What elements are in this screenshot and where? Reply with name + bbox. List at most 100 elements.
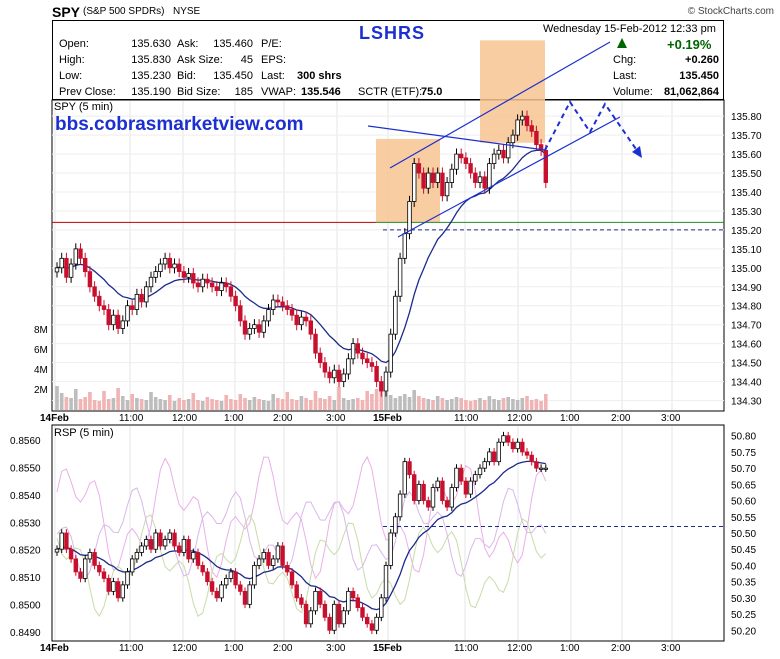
p1-candle [148, 276, 154, 288]
p1-candle [529, 125, 534, 132]
volume-bar [440, 398, 445, 410]
volume-bar [304, 398, 308, 410]
volume-bar [525, 396, 529, 410]
p2-x-tick-label: 1:00 [560, 643, 580, 654]
volume-bar [97, 401, 102, 410]
p2-x-tick-label: 2:00 [611, 643, 631, 654]
p1-candle [332, 369, 337, 379]
p2-x-tick-label: 2:00 [273, 643, 293, 654]
last-value: 135.450 [679, 70, 719, 82]
p2-candle [510, 441, 516, 450]
volume-bar [346, 400, 351, 410]
price-tick-label: 135.60 [731, 150, 762, 161]
volume-bar [186, 399, 191, 410]
p2-candle [101, 571, 107, 579]
spy-trendlines [367, 41, 642, 238]
bid-value: 135.450 [213, 70, 253, 82]
p2-candle [299, 597, 304, 605]
trendline [367, 125, 546, 151]
volume-bar [539, 401, 543, 410]
volume-bar [435, 396, 440, 410]
volume-bar [271, 394, 275, 410]
volume-bar [529, 400, 534, 410]
volume-bar [238, 394, 243, 410]
price-tick-label: 134.70 [731, 321, 762, 332]
volume-bar [492, 399, 496, 410]
p1-candle [346, 358, 351, 375]
volume-bar [92, 400, 97, 410]
spy-panel-title: SPY (5 min) [54, 101, 113, 113]
volume-bar [200, 401, 205, 410]
symbol-label: SPY [52, 4, 81, 20]
p1-candle [496, 149, 501, 155]
p2-candle [430, 487, 436, 508]
p2-candle [369, 623, 375, 631]
pe-label: P/E: [261, 38, 282, 50]
p1-candle [214, 286, 219, 291]
p1-candle [266, 309, 271, 322]
p2-candle [219, 584, 224, 599]
p2-candle [364, 616, 370, 625]
p1-candle [275, 299, 281, 303]
volume-bar [130, 394, 134, 410]
volume-bar [332, 400, 337, 410]
price-tick-label: 135.40 [731, 188, 762, 199]
rsp-right-tick-label: 50.40 [731, 561, 756, 572]
volume-bar [257, 399, 261, 410]
volume-bar [83, 397, 87, 410]
p2-candle [97, 565, 102, 573]
p2-candle [134, 552, 140, 560]
volume-bar [365, 391, 369, 410]
p1-candle [458, 153, 464, 159]
p2-candle [383, 565, 389, 599]
p2-candle [129, 558, 135, 573]
p2-candle [341, 610, 346, 625]
p2-candle [308, 610, 313, 625]
volume-bar [417, 396, 421, 410]
volume-bar [247, 400, 252, 410]
price-tick-label: 134.40 [731, 378, 762, 389]
price-tick-label: 135.30 [731, 207, 762, 218]
rsp-left-tick-label: 0.8500 [10, 601, 41, 612]
p2-candle [68, 548, 74, 560]
volume-bar [158, 399, 163, 410]
p2-candle [252, 565, 257, 586]
volume-bar [262, 400, 266, 410]
p1-candle [355, 343, 360, 354]
p1-candle [444, 182, 450, 197]
p2-candle [200, 565, 205, 573]
volume-bar [403, 394, 407, 410]
p1-candle [379, 381, 384, 392]
watermark-text: bbs.cobrasmarketview.com [55, 114, 304, 135]
chg-value: +0.260 [685, 54, 719, 66]
breadth-line [56, 455, 547, 580]
rsp-right-axis: 50.80 50.75 50.70 50.65 50.60 50.55 50.50 50.45… [731, 432, 756, 638]
p1-candle [144, 286, 149, 303]
p1-candle [125, 305, 130, 322]
volume-bar [196, 400, 200, 410]
volume-bar [139, 399, 144, 410]
volume-bar [379, 384, 384, 410]
p1-candle [402, 233, 407, 259]
ask-size-value: 45 [240, 54, 253, 66]
p2-candle [233, 571, 238, 586]
volume-bar [106, 399, 111, 410]
p2-candle [416, 483, 422, 501]
volume-bar [450, 399, 454, 410]
p1-candle [336, 369, 342, 382]
p2-candle [505, 435, 511, 443]
price-tick-label: 135.20 [731, 226, 762, 237]
p2-candle [317, 590, 323, 605]
price-tick-label: 134.60 [731, 340, 762, 351]
rsp-left-tick-label: 0.8490 [10, 628, 41, 639]
p2-candle [153, 532, 158, 550]
p2-candle [148, 539, 154, 550]
volume-bar [468, 401, 473, 410]
p1-candle [505, 142, 511, 159]
open-label: Open: [59, 38, 89, 50]
p2-candle [346, 590, 351, 612]
p1-x-tick-label: 11:00 [454, 413, 479, 424]
p2-candle [350, 590, 356, 599]
p2-candle [270, 558, 276, 566]
p2-candle [242, 590, 248, 605]
